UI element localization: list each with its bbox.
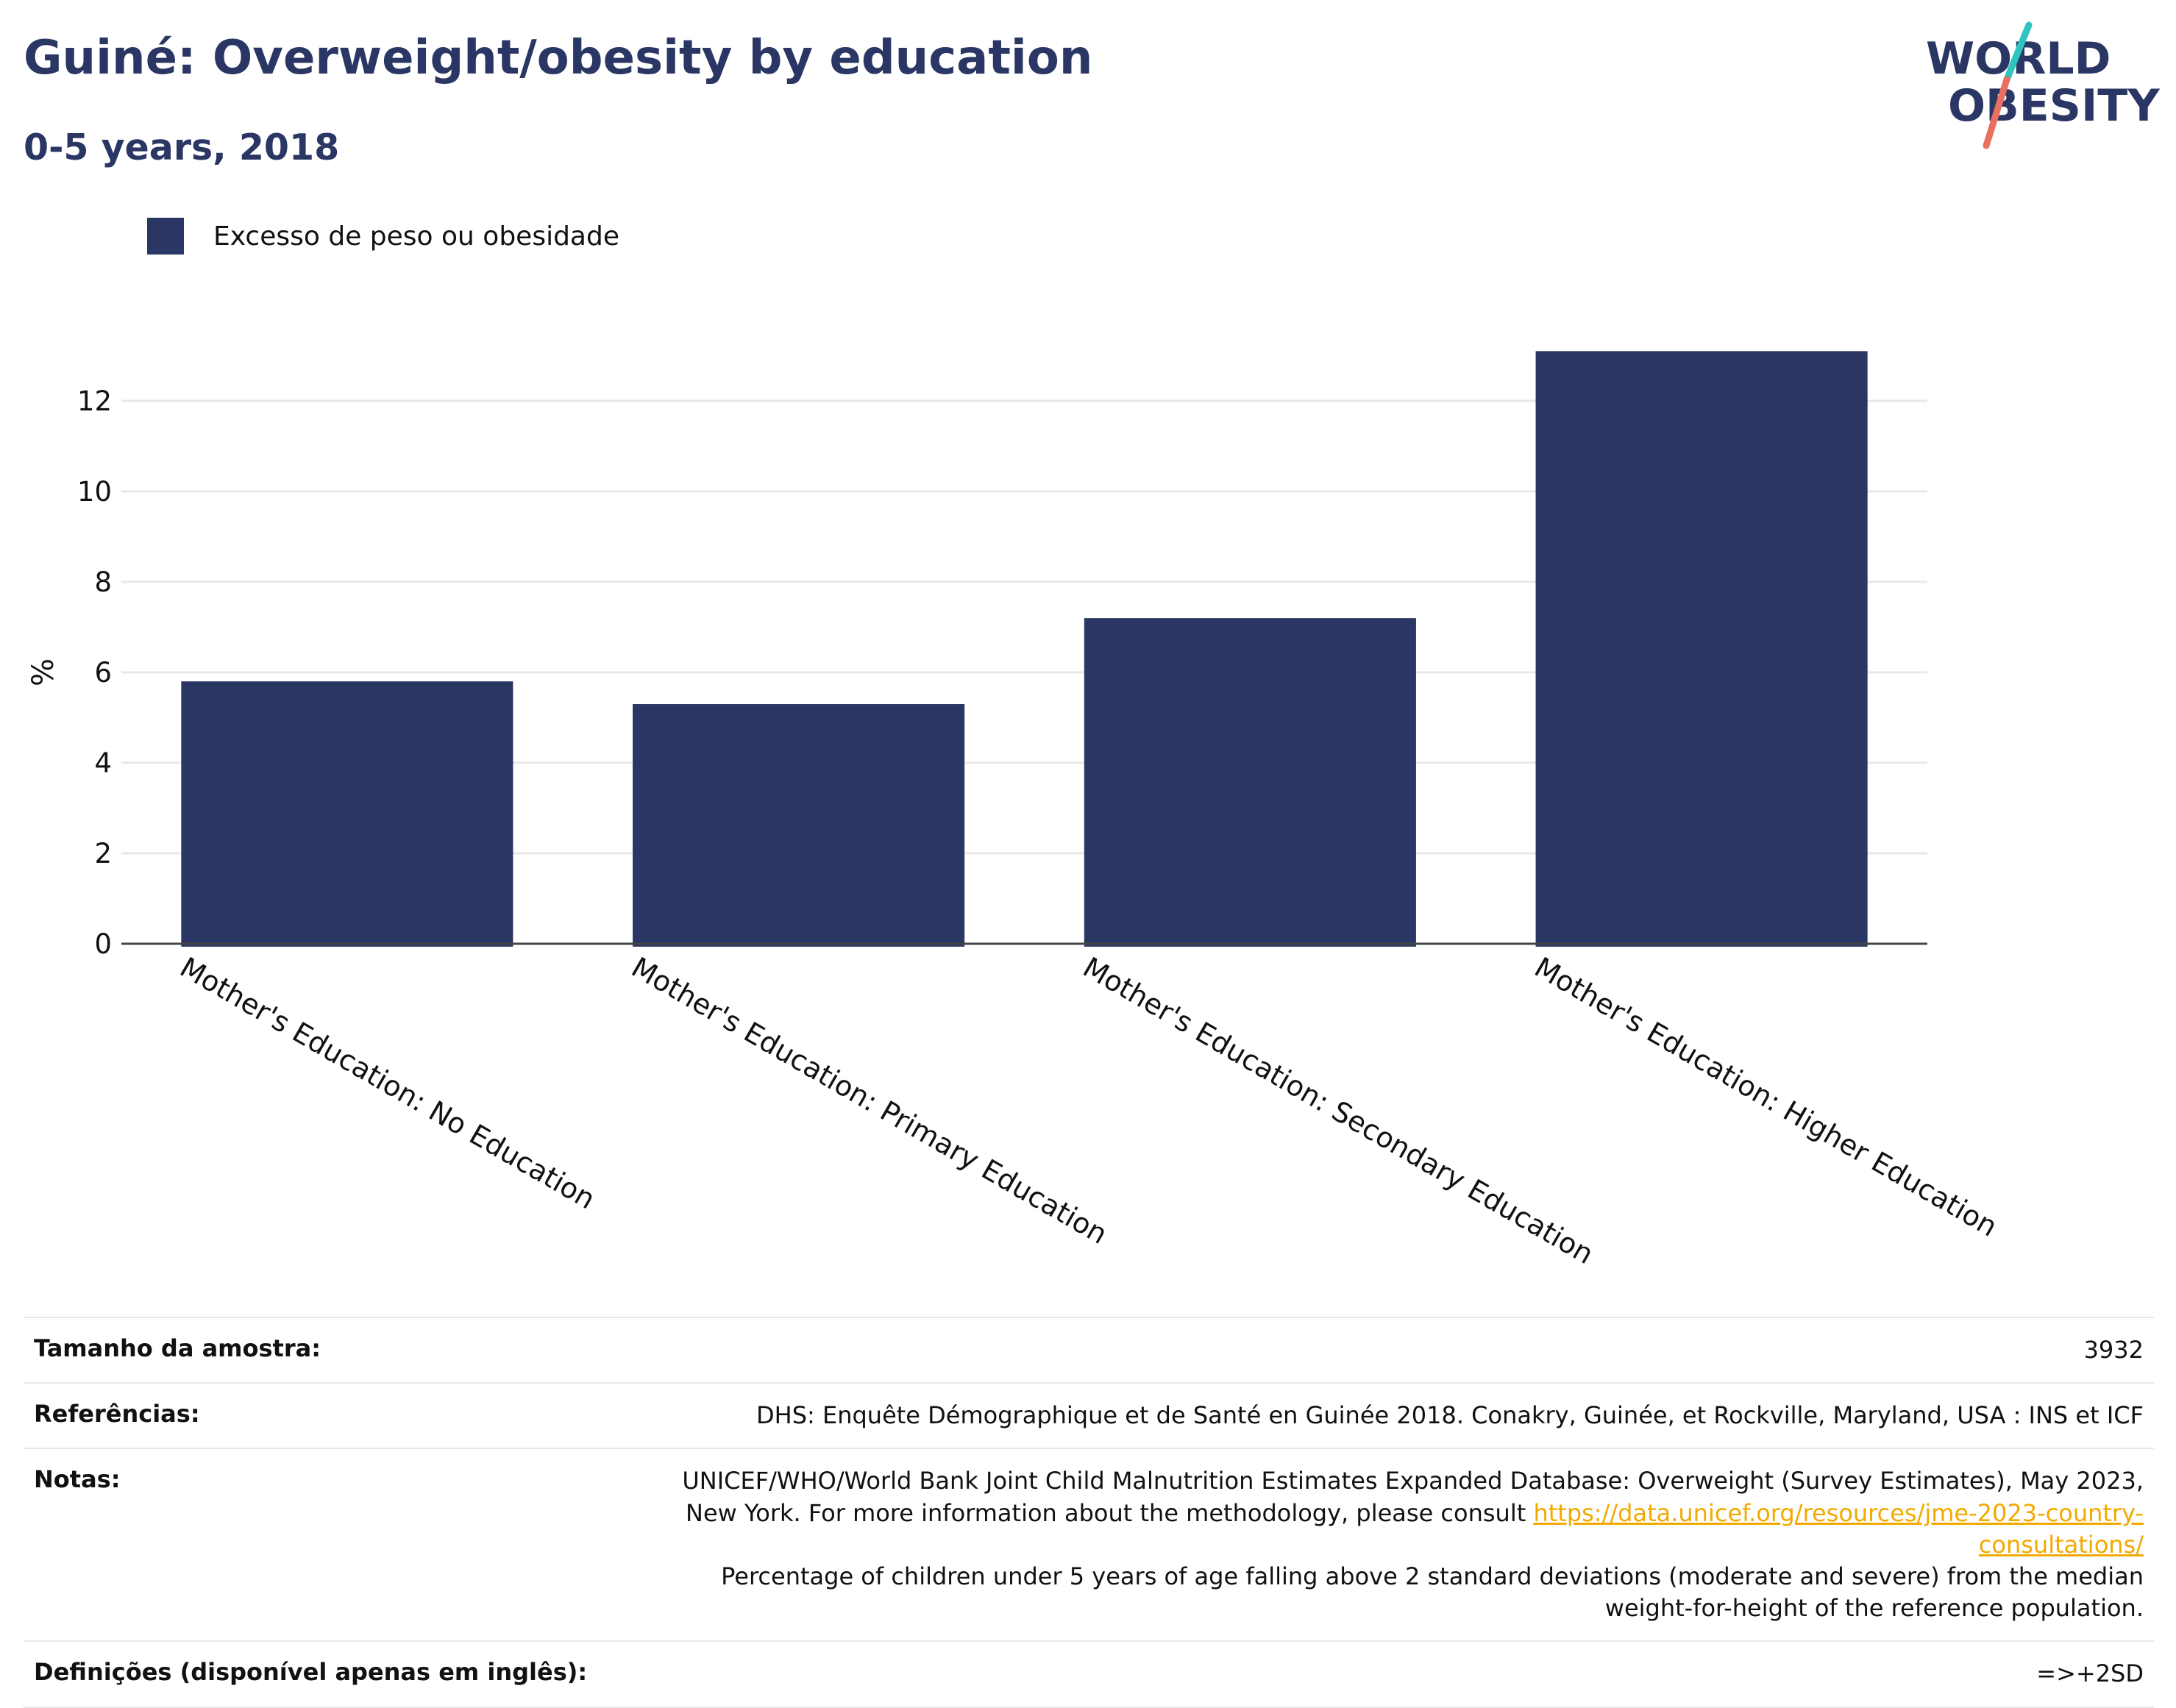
y-axis-label: % xyxy=(26,658,60,686)
sample-size-row: Tamanho da amostra: 3932 xyxy=(24,1316,2154,1384)
logo-slash-coral xyxy=(1983,76,2010,149)
references-label: Referências: xyxy=(24,1382,633,1449)
y-tick-label: 10 xyxy=(77,476,112,508)
y-tick-label: 4 xyxy=(94,747,112,779)
y-tick-label: 6 xyxy=(94,657,112,688)
page-subtitle: 0-5 years, 2018 xyxy=(24,127,340,168)
chart-legend: Excesso de peso ou obesidade xyxy=(147,218,619,255)
y-tick-label: 12 xyxy=(77,385,112,417)
page-title: Guiné: Overweight/obesity by education xyxy=(24,31,1093,85)
y-tick-label: 2 xyxy=(94,838,112,869)
y-tick-label: 8 xyxy=(94,566,112,598)
logo-slash-teal xyxy=(2003,21,2033,83)
references-value: DHS: Enquête Démographique et de Santé e… xyxy=(633,1382,2154,1449)
bar xyxy=(1084,618,1416,947)
legend-swatch xyxy=(147,218,184,255)
x-tick-label: Mother's Education: No Education xyxy=(174,951,600,1216)
world-obesity-logo[interactable]: WORLD OBESITY xyxy=(1913,21,2163,153)
notes-text-2: Percentage of children under 5 years of … xyxy=(721,1562,2144,1623)
bar xyxy=(1535,351,1868,947)
references-row: Referências: DHS: Enquête Démographique … xyxy=(24,1382,2154,1449)
x-tick-label: Mother's Education: Higher Education xyxy=(1529,951,2003,1243)
notes-text-1: UNICEF/WHO/World Bank Joint Child Malnut… xyxy=(682,1467,2144,1527)
bar xyxy=(633,704,965,947)
bar-chart: 0 2 4 6 8 10 12% Mother's Education: No Educati… xyxy=(26,351,2003,1265)
metadata-table: Tamanho da amostra: 3932 Referências: DH… xyxy=(24,1316,2154,1708)
logo-word-obesity: OBESITY xyxy=(1948,80,2161,132)
legend-label: Excesso de peso ou obesidade xyxy=(213,221,619,252)
definitions-value: =>+2SD xyxy=(633,1640,2154,1708)
x-tick-label: Mother's Education: Secondary Education xyxy=(1078,951,1599,1265)
definitions-label: Definições (disponível apenas em inglês)… xyxy=(24,1640,633,1708)
y-tick-label: 0 xyxy=(94,928,112,960)
methodology-link[interactable]: https://data.unicef.org/resources/jme-20… xyxy=(1533,1498,2144,1559)
bar xyxy=(181,681,513,947)
notes-label: Notas: xyxy=(24,1448,633,1642)
x-tick-label: Mother's Education: Primary Education xyxy=(626,951,1113,1250)
notes-row: Notas: UNICEF/WHO/World Bank Joint Child… xyxy=(24,1448,2154,1642)
definitions-row: Definições (disponível apenas em inglês)… xyxy=(24,1640,2154,1708)
sample-size-label: Tamanho da amostra: xyxy=(24,1316,633,1384)
notes-value: UNICEF/WHO/World Bank Joint Child Malnut… xyxy=(633,1448,2154,1642)
sample-size-value: 3932 xyxy=(633,1316,2154,1384)
